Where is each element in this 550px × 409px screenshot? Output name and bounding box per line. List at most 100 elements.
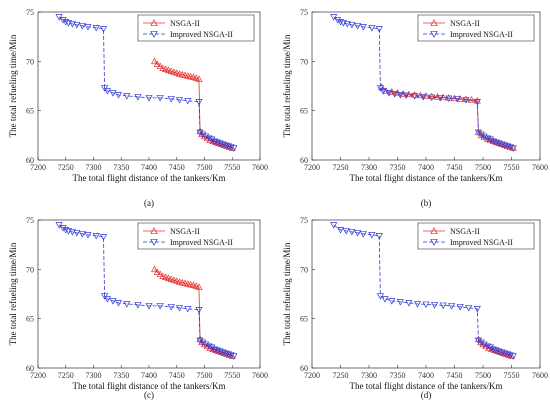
chart-panel: 7200 7250 7300 7350 7400 7450 7500 7550 7600 60 65… bbox=[8, 8, 268, 208]
x-tick-label: 7350 bbox=[113, 163, 129, 172]
nsga-ii-point bbox=[445, 94, 453, 101]
x-tick-label: 7600 bbox=[532, 371, 548, 380]
improved-nsga-ii-point bbox=[334, 17, 342, 24]
improved-nsga-ii-point bbox=[175, 97, 184, 104]
improved-nsga-ii-point bbox=[480, 133, 488, 141]
improved-nsga-ii-point bbox=[501, 142, 509, 149]
y-tick-label: 70 bbox=[300, 265, 308, 274]
improved-nsga-ii-point bbox=[428, 94, 436, 102]
improved-nsga-ii-point bbox=[167, 304, 175, 311]
panel-caption: (c) bbox=[144, 390, 154, 400]
improved-nsga-ii-point bbox=[68, 21, 77, 28]
y-tick-label: 65 bbox=[26, 315, 34, 324]
improved-nsga-ii-point bbox=[92, 233, 100, 240]
improved-nsga-ii-point bbox=[375, 233, 383, 240]
improved-nsga-ii-point bbox=[379, 88, 387, 95]
improved-nsga-ii-point bbox=[213, 347, 221, 354]
improved-nsga-ii-point bbox=[59, 225, 67, 232]
legend-box bbox=[137, 14, 255, 42]
improved-nsga-ii-point bbox=[195, 99, 203, 106]
x-tick-label: 7250 bbox=[58, 163, 74, 172]
improved-nsga-ii-point bbox=[99, 234, 108, 241]
improved-nsga-ii-point bbox=[216, 140, 224, 147]
nsga-ii-point bbox=[195, 75, 203, 82]
improved-nsga-ii-point bbox=[456, 304, 464, 311]
x-tick-label: 7600 bbox=[252, 371, 268, 380]
x-axis-label: The total flight distance of the tankers… bbox=[73, 173, 226, 183]
improved-nsga-ii-point bbox=[123, 301, 131, 308]
improved-nsga-ii-point bbox=[489, 346, 497, 353]
improved-nsga-ii-point bbox=[208, 136, 216, 144]
improved-nsga-ii-point bbox=[462, 97, 470, 104]
improved-nsga-ii-point bbox=[473, 306, 481, 313]
x-tick-label: 7450 bbox=[447, 163, 463, 172]
nsga-ii-point bbox=[416, 91, 424, 99]
improved-nsga-ii-point bbox=[339, 20, 347, 27]
y-tick-label: 60 bbox=[26, 364, 34, 373]
legend-entry-label: Improved NSGA-II bbox=[450, 30, 513, 39]
improved-nsga-ii-point bbox=[495, 140, 503, 147]
y-tick-label: 70 bbox=[300, 57, 308, 66]
x-tick-label: 7200 bbox=[304, 371, 320, 380]
improved-nsga-ii-point bbox=[202, 341, 210, 349]
improved-nsga-ii-point bbox=[134, 94, 142, 101]
x-tick-label: 7350 bbox=[390, 371, 406, 380]
x-tick-label: 7550 bbox=[224, 371, 240, 380]
improved-nsga-ii-point bbox=[109, 90, 117, 97]
improved-nsga-ii-point bbox=[506, 144, 514, 151]
improved-nsga-ii-point bbox=[68, 229, 77, 236]
improved-nsga-ii-point bbox=[422, 301, 430, 309]
improved-nsga-ii-point bbox=[92, 25, 100, 32]
legend-entry-label: Improved NSGA-II bbox=[450, 238, 513, 247]
improved-nsga-ii-point bbox=[375, 26, 383, 33]
improved-nsga-ii-point bbox=[62, 227, 70, 234]
improved-nsga-ii-point bbox=[224, 143, 232, 150]
improved-nsga-ii-point bbox=[227, 144, 235, 151]
improved-nsga-ii-point bbox=[336, 227, 345, 234]
improved-nsga-ii-point bbox=[196, 337, 204, 345]
improved-nsga-ii-point bbox=[465, 305, 473, 312]
improved-nsga-ii-point bbox=[448, 303, 456, 310]
x-tick-label: 7550 bbox=[504, 163, 520, 172]
x-tick-label: 7400 bbox=[141, 163, 157, 172]
panel-caption: (b) bbox=[421, 198, 432, 208]
improved-nsga-ii-point bbox=[205, 343, 213, 351]
improved-nsga-ii-point bbox=[109, 298, 117, 305]
improved-nsga-ii-point bbox=[388, 298, 396, 305]
x-tick-label: 7200 bbox=[304, 163, 320, 172]
panel-caption: (a) bbox=[144, 198, 154, 208]
improved-nsga-ii-point bbox=[439, 302, 447, 310]
legend-marker bbox=[150, 239, 158, 246]
x-tick-label: 7250 bbox=[333, 163, 349, 172]
x-tick-label: 7250 bbox=[333, 371, 349, 380]
y-tick-label: 65 bbox=[300, 107, 308, 116]
nsga-ii-point bbox=[422, 92, 430, 99]
improved-nsga-ii-point bbox=[483, 135, 492, 143]
improved-nsga-ii-point bbox=[348, 229, 356, 236]
improved-nsga-ii-point bbox=[73, 22, 81, 29]
improved-nsga-ii-point bbox=[483, 343, 492, 351]
chart-panel: 7200 7250 7300 7350 7400 7450 7500 7550 7600 60 65… bbox=[8, 216, 268, 400]
improved-nsga-ii-point bbox=[78, 23, 86, 30]
x-tick-label: 7600 bbox=[532, 163, 548, 172]
x-tick-label: 7500 bbox=[475, 163, 491, 172]
improved-nsga-ii-point bbox=[167, 96, 175, 103]
y-axis-label: The total refueling time/Min bbox=[8, 34, 18, 137]
nsga-ii-point bbox=[462, 95, 470, 103]
improved-nsga-ii-point bbox=[486, 344, 495, 352]
x-tick-label: 7250 bbox=[58, 371, 74, 380]
y-tick-label: 65 bbox=[26, 107, 34, 116]
nsga-ii-point bbox=[399, 90, 407, 97]
x-tick-label: 7400 bbox=[141, 371, 157, 380]
x-axis-label: The total flight distance of the tankers… bbox=[350, 173, 503, 183]
improved-nsga-ii-point bbox=[199, 339, 207, 347]
legend-marker bbox=[430, 239, 438, 246]
improved-nsga-ii-point bbox=[205, 135, 213, 143]
improved-nsga-ii-point bbox=[210, 138, 219, 145]
improved-nsga-ii-point bbox=[99, 26, 108, 33]
nsga-ii-point bbox=[433, 93, 441, 100]
improved-nsga-ii-point bbox=[73, 230, 81, 237]
improved-nsga-ii-point bbox=[509, 145, 517, 152]
legend-marker bbox=[430, 227, 438, 234]
x-tick-label: 7450 bbox=[169, 371, 185, 380]
